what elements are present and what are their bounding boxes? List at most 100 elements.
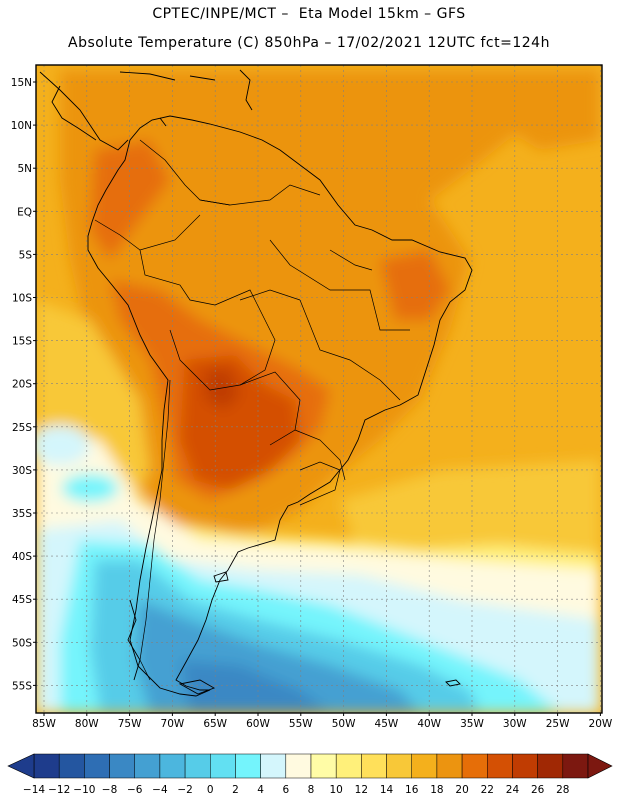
border-brazil-states (239, 239, 410, 401)
central-america-coastline (39, 71, 129, 151)
colorbar-box (235, 753, 261, 779)
colorbar-tick-label: 28 (556, 784, 569, 796)
colorbar-box (210, 753, 236, 779)
colorbar-box (260, 753, 287, 779)
colorbar-box (184, 753, 211, 779)
colorbar-box (537, 753, 564, 779)
chart-title-line-2: Absolute Temperature (C) 850hPa – 17/02/… (68, 35, 550, 51)
field-brown-core (205, 368, 240, 410)
longitude-labels: 85W 80W 75W 70W 65W 60W 55W 50W 45W 40W 35W 30W 25W 2… (32, 713, 613, 730)
colorbar-boxes (33, 753, 589, 779)
latitude-label: EQ (17, 206, 32, 218)
latitude-labels: 15N 10N 5N EQ 5S 10S 15S 20S 25S 30S 35S 40S 45S 50S 5… (11, 77, 36, 692)
colorbar-tick-label: −10 (73, 784, 95, 796)
longitude-label: 65W (203, 718, 227, 730)
longitude-label: 20W (589, 718, 613, 730)
colorbar-tick-label: −8 (102, 784, 117, 796)
colorbar-box (33, 753, 60, 779)
field-orange-ne-atlantic (490, 80, 600, 150)
colorbar-tick-label: 14 (380, 784, 394, 796)
latitude-label: 40S (12, 551, 32, 563)
chart-title-line-1: CPTEC/INPE/MCT – Eta Model 15km – GFS (152, 6, 466, 22)
border-argentina-brazil (294, 429, 346, 481)
colorbar-tick-label: 10 (329, 784, 342, 796)
longitude-label: 70W (161, 718, 185, 730)
colorbar-box (562, 753, 589, 779)
latitude-label: 45S (12, 594, 32, 606)
colorbar-tick-label: 22 (481, 784, 494, 796)
colorbar-box (58, 753, 85, 779)
latitude-label: 15N (11, 77, 32, 89)
longitude-label: 75W (118, 718, 142, 730)
longitude-label: 25W (546, 718, 570, 730)
colorbar-box (512, 753, 538, 779)
gridlines (36, 65, 602, 713)
field-cyan-blob-pacific (62, 474, 118, 502)
colorbar-tick-labels: −14 −12 −10 −8 −6 −4 −2 0 2 4 6 8 10 12 14 16 18 20 22 24 26… (23, 784, 570, 796)
longitude-label: 30W (503, 718, 527, 730)
longitude-label: 45W (375, 718, 399, 730)
latitude-label: 30S (12, 465, 32, 477)
chile-islands (127, 599, 141, 681)
longitude-label: 60W (246, 718, 270, 730)
latitude-label: 35S (12, 508, 32, 520)
field-dark-orange-ne (380, 250, 450, 320)
colorbar-tick-label: −6 (127, 784, 143, 796)
longitude-label: 50W (332, 718, 356, 730)
colorbar-tick-label: 24 (506, 784, 520, 796)
colorbar-tick-label: 2 (232, 784, 239, 796)
colorbar-box (109, 753, 135, 779)
colorbar-box (134, 753, 161, 779)
border-venezuela-brazil (199, 184, 321, 206)
colorbar-box (436, 753, 463, 779)
longitude-label: 80W (75, 718, 99, 730)
colorbar-tick-label: 8 (308, 784, 315, 796)
colorbar-tick-label: −2 (177, 784, 192, 796)
colorbar-tick-label: 16 (405, 784, 419, 796)
latitude-label: 25S (12, 422, 32, 434)
longitude-label: 55W (289, 718, 313, 730)
temperature-field (36, 65, 602, 713)
border-uruguay (299, 461, 341, 506)
caribbean-islands (119, 69, 253, 127)
colorbar-tick-label: 12 (355, 784, 368, 796)
colorbar-tick-label: 6 (282, 784, 289, 796)
latitude-label: 15S (12, 336, 32, 348)
colorbar-box (159, 753, 186, 779)
field-dark-orange-north (90, 140, 170, 260)
field-deep-blue-region (180, 660, 330, 713)
colorbar-tick-label: 26 (531, 784, 545, 796)
colorbar-right-arrow (587, 753, 613, 779)
field-pale-cyan-blob (36, 425, 90, 465)
colorbar-left-arrow (7, 753, 35, 779)
colorbar-box (386, 753, 412, 779)
latitude-label: 10S (12, 293, 32, 305)
colorbar-tick-label: 4 (257, 784, 264, 796)
colorbar-box (361, 753, 387, 779)
coastlines (39, 69, 473, 697)
latitude-label: 10N (11, 120, 32, 132)
colorbar-box (411, 753, 438, 779)
map-frame (35, 64, 603, 714)
colorbar-tick-label: −4 (152, 784, 168, 796)
colorbar-tick-label: −14 (23, 784, 45, 796)
border-peru-brazil (139, 249, 216, 306)
falkland-islands (213, 571, 229, 583)
colorbar-box (335, 753, 362, 779)
south-georgia (445, 679, 461, 687)
latitude-label: 20S (12, 379, 32, 391)
colorbar-box (461, 753, 488, 779)
south-america-coastline (87, 115, 473, 697)
colorbar-box (285, 753, 312, 779)
colorbar-box (310, 753, 337, 779)
longitude-label: 85W (32, 718, 56, 730)
colorbar-tick-label: 0 (207, 784, 214, 796)
colorbar-tick-label: 20 (455, 784, 468, 796)
country-borders (94, 139, 410, 681)
longitude-label: 40W (417, 718, 441, 730)
border-paraguay (239, 371, 301, 446)
latitude-label: 55S (12, 680, 32, 692)
colorbar-box (84, 753, 110, 779)
border-bolivia (169, 289, 276, 391)
